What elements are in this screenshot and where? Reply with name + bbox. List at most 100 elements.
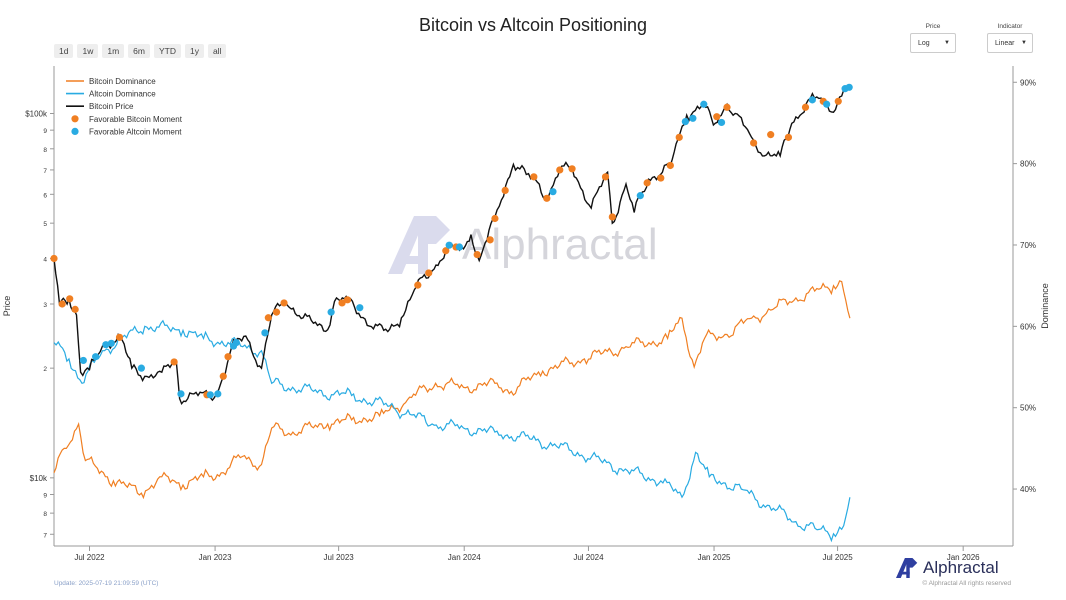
x-axis-tick-label: Jul 2025 [822,553,853,562]
chevron-down-icon: ▼ [1021,40,1027,46]
favorable-altcoin-point [137,364,145,372]
marker-layer [50,83,853,399]
left-axis-tick-label: $10k [30,474,48,483]
favorable-bitcoin-point [115,333,124,341]
left-axis-tick-label: 9 [43,128,47,135]
left-axis-title: Price [2,296,12,317]
right-axis-tick-label: 60% [1020,322,1036,331]
favorable-altcoin-point [232,339,240,347]
favorable-bitcoin-point [568,165,576,173]
price-control-label: Price [925,23,941,30]
favorable-altcoin-point [455,243,464,251]
favorable-bitcoin-point [343,296,352,304]
favorable-bitcoin-point [767,131,775,139]
range-button-1y[interactable]: 1y [184,44,204,58]
copyright: © Alphractal All rights reserved [922,580,1011,587]
favorable-bitcoin-point [280,299,288,307]
left-axis-tick-label: 7 [43,532,47,539]
chevron-down-icon: ▼ [944,40,950,46]
favorable-bitcoin-point [530,173,538,181]
favorable-bitcoin-point [224,353,232,361]
favorable-bitcoin-point [608,213,616,221]
indicator-scale-value: Linear [995,39,1015,47]
alphractal-logo-icon [896,558,918,578]
favorable-bitcoin-point [473,250,481,259]
range-button-1w[interactable]: 1w [77,44,99,58]
altcoin-dominance-line [53,319,851,543]
favorable-altcoin-point [356,304,364,312]
favorable-bitcoin-point [713,113,721,121]
watermark-text: Alphractal [462,220,658,269]
favorable-altcoin-point [636,192,644,200]
range-buttons: 1d 1w 1m 6m YTD 1y all [54,44,227,58]
price-control: Price Log ▼ [910,23,956,53]
indicator-scale-select[interactable]: Linear ▼ [987,33,1033,53]
favorable-bitcoin-point [486,236,494,244]
favorable-altcoin-point [261,329,269,337]
favorable-bitcoin-point [556,166,564,174]
favorable-bitcoin-point [414,281,422,289]
x-axis-tick-label: Jan 2025 [698,553,731,562]
alphractal-logo-icon [388,216,450,274]
favorable-bitcoin-point [425,269,433,277]
series-layer [53,86,851,543]
right-axis-tick-label: 80% [1020,160,1036,169]
favorable-altcoin-point [445,241,453,249]
left-axis-tick-label: 4 [43,256,47,263]
update-timestamp: Update: 2025-07-19 21:09:59 (UTC) [54,580,159,587]
favorable-bitcoin-point [801,103,810,111]
favorable-bitcoin-point [750,139,758,147]
favorable-bitcoin-point [601,173,610,181]
favorable-bitcoin-point [50,254,58,263]
right-axis-tick-label: 90% [1020,78,1036,87]
chart-legend: Bitcoin Dominance Altcoin Dominance Bitcoi… [66,77,183,136]
price-scale-value: Log [918,39,930,47]
left-axis-tick-label: 2 [43,366,47,373]
range-button-ytd[interactable]: YTD [153,44,181,58]
favorable-altcoin-point [79,356,87,365]
favorable-bitcoin-point [501,186,509,195]
favorable-bitcoin-point [66,295,74,303]
favorable-altcoin-point [92,353,100,361]
favorable-altcoin-point [102,341,110,349]
favorable-altcoin-point [327,308,335,316]
favorable-bitcoin-point [71,305,79,313]
watermark: Alphractal [388,216,658,274]
right-axis-tick-label: 40% [1020,485,1036,494]
favorable-bitcoin-point [657,174,665,182]
favorable-bitcoin-point [272,308,281,316]
favorable-bitcoin-point [784,133,793,141]
x-axis-tick-label: Jul 2024 [573,553,604,562]
favorable-bitcoin-point [834,97,842,105]
favorable-bitcoin-point [723,103,731,111]
x-axis-tick-label: Jan 2023 [199,553,232,562]
left-axis-tick-label: 3 [43,302,47,309]
range-button-all[interactable]: all [207,44,227,58]
range-button-1m[interactable]: 1m [102,44,125,58]
favorable-bitcoin-point [338,299,346,307]
indicator-control: Indicator Linear ▼ [987,23,1033,53]
favorable-bitcoin-point [170,358,178,366]
legend-swatch-dot [71,115,79,123]
favorable-altcoin-point [206,391,214,399]
favorable-altcoin-point [845,83,853,91]
range-button-6m[interactable]: 6m [128,44,150,58]
left-axis-tick-label: $100k [25,109,48,118]
favorable-altcoin-point [689,114,697,122]
favorable-bitcoin-point [219,372,227,380]
legend-label: Altcoin Dominance [89,90,156,99]
favorable-altcoin-point [823,100,831,108]
right-axis-tick-label: 70% [1020,241,1036,250]
favorable-altcoin-point [177,390,185,398]
favorable-bitcoin-point [264,314,272,322]
left-axis-tick-label: 5 [43,221,47,228]
chart-title: Bitcoin vs Altcoin Positioning [418,15,648,35]
range-button-1d[interactable]: 1d [54,44,74,58]
favorable-altcoin-point [808,96,816,104]
favorable-bitcoin-point [491,214,499,223]
favorable-altcoin-point [717,118,726,127]
x-axis-tick-label: Jul 2023 [324,553,355,562]
price-scale-select[interactable]: Log ▼ [910,33,956,53]
favorable-altcoin-point [681,118,689,126]
left-axis-tick-label: 7 [43,168,47,175]
